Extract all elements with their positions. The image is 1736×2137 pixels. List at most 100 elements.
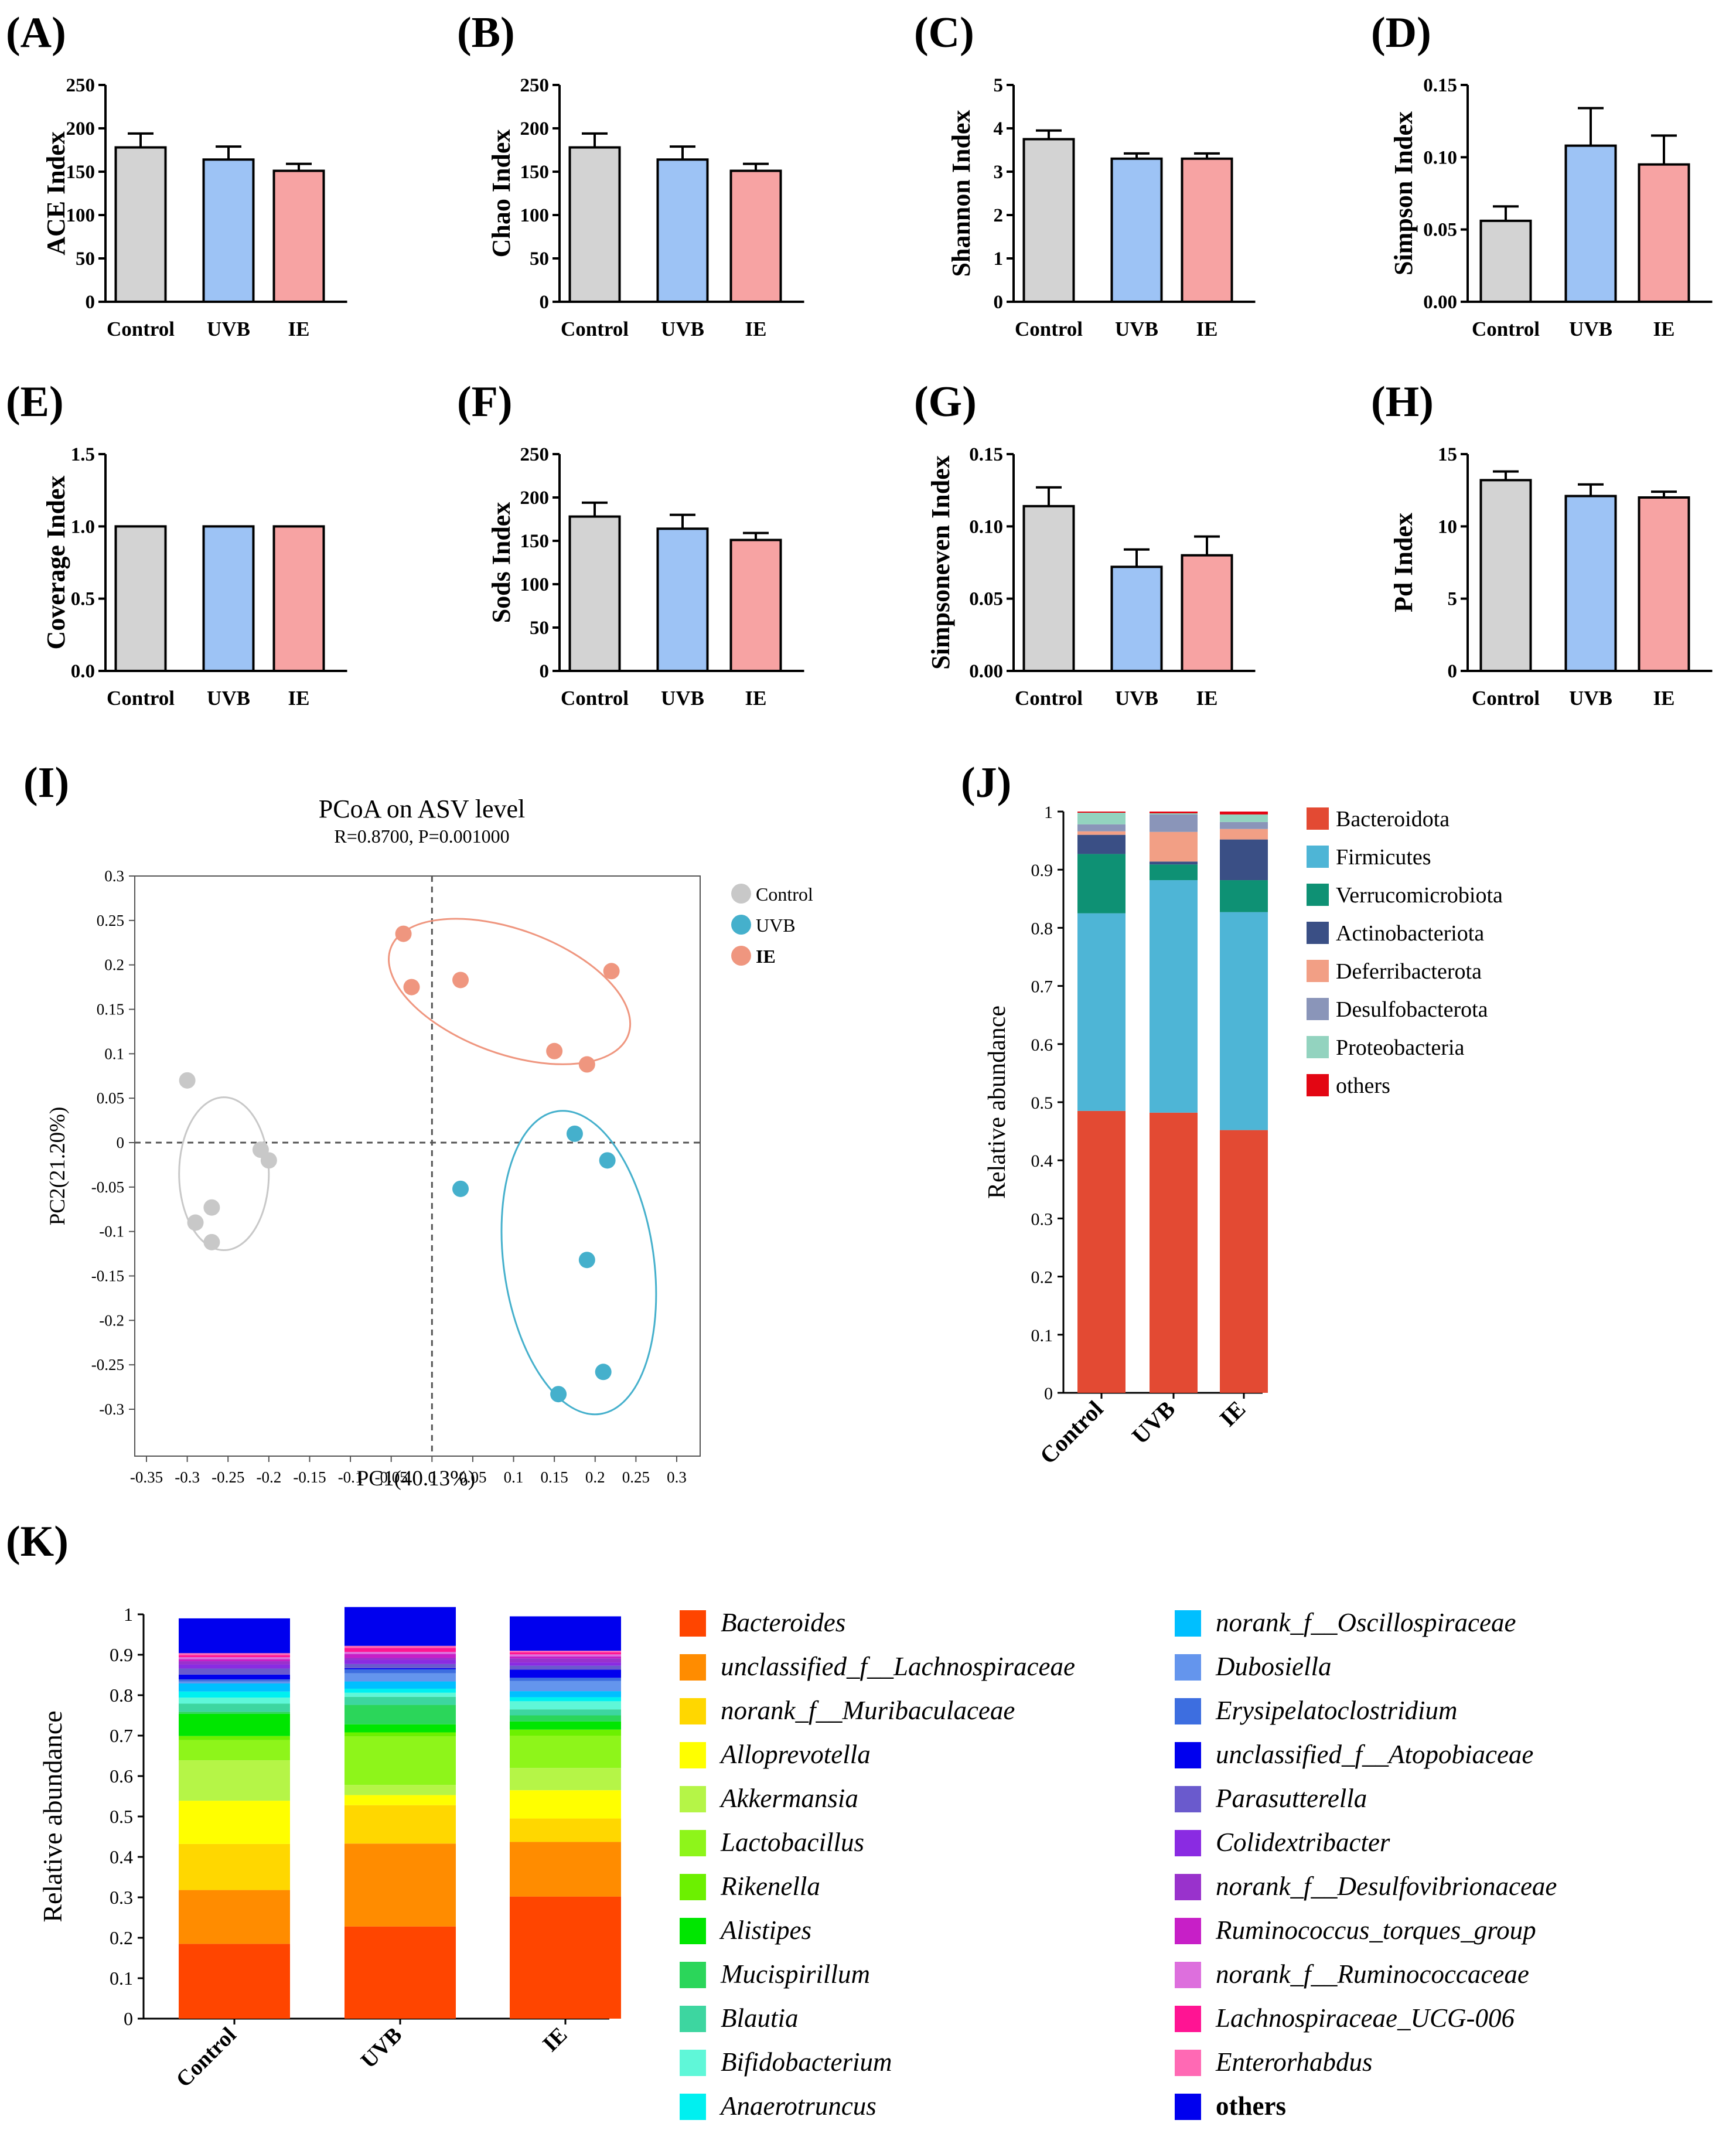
x-tick-label: IE xyxy=(538,2023,572,2057)
y-tick-label: 50 xyxy=(530,618,549,639)
segment-others xyxy=(1077,812,1125,813)
panel-label: (D) xyxy=(1371,9,1431,57)
x-tick-label: 0.25 xyxy=(622,1468,650,1486)
legend-swatch xyxy=(1307,1074,1329,1096)
panel-label: (H) xyxy=(1371,378,1434,426)
segment-norank-f-ruminococcaceae xyxy=(345,1652,456,1654)
x-tick-label: Control xyxy=(561,687,629,710)
x-tick-label: IE xyxy=(1653,687,1675,710)
segment-verrucomicrobiota xyxy=(1220,880,1268,912)
pcoa-chart: (I) PCoA on ASV level R=0.8700, P=0.001000… xyxy=(23,759,813,1491)
x-tick-label: IE xyxy=(288,318,310,340)
legend-marker xyxy=(731,884,751,904)
y-tick-label: 0.8 xyxy=(1031,919,1053,938)
y-tick-label: 1 xyxy=(1044,803,1053,822)
point-uvb xyxy=(595,1364,612,1381)
legend-label: others xyxy=(1336,1073,1390,1098)
x-tick-label: UVB xyxy=(1569,687,1612,710)
segment-actinobacteriota xyxy=(1150,861,1198,865)
x-tick-label: 0 xyxy=(428,1468,436,1486)
x-tick-label: Control xyxy=(1472,318,1540,340)
point-ie xyxy=(603,963,620,980)
x-tick-label: UVB xyxy=(1115,687,1158,710)
y-tick-label: 0 xyxy=(1448,661,1458,682)
y-tick-label: 0.4 xyxy=(1031,1151,1053,1171)
segment-blautia xyxy=(179,1703,290,1712)
y-tick-label: 3 xyxy=(994,162,1004,183)
x-tick-label: -0.3 xyxy=(175,1468,200,1486)
x-tick-label: Control xyxy=(1015,318,1083,340)
legend-marker xyxy=(731,915,751,935)
x-tick-label: Control xyxy=(1015,687,1083,710)
legend-label: others xyxy=(1216,2091,1286,2121)
y-tick-label: 0.10 xyxy=(969,516,1003,537)
x-tick-label: UVB xyxy=(661,318,704,340)
segment-parasutterella xyxy=(345,1664,456,1668)
point-uvb xyxy=(550,1386,567,1403)
legend-label: Proteobacteria xyxy=(1336,1035,1465,1060)
y-tick-label: 0.15 xyxy=(1423,75,1457,96)
segment-norank-f-oscillospiraceae xyxy=(345,1681,456,1689)
y-axis-title: Shannon Index xyxy=(947,110,976,277)
x-tick-label: UVB xyxy=(1569,318,1612,340)
segment-bifidobacterium xyxy=(179,1698,290,1704)
y-tick-label: 10 xyxy=(1438,516,1457,537)
point-ie xyxy=(578,1056,595,1073)
y-tick-label: 0 xyxy=(994,292,1004,313)
segment-norank-f-desulfovibrionaceae xyxy=(179,1661,290,1665)
legend-label: norank_f__Muribaculaceae xyxy=(721,1696,1015,1725)
y-tick-label: 250 xyxy=(520,444,550,465)
x-tick-label: UVB xyxy=(1127,1396,1181,1450)
legend-swatch xyxy=(1175,1918,1201,1944)
x-tick-label: Control xyxy=(172,2023,241,2092)
x-tick-label: IE xyxy=(1196,687,1218,710)
y-tick-label: 0.9 xyxy=(110,1644,133,1665)
x-tick-label: -0.35 xyxy=(130,1468,163,1486)
x-tick-label: IE xyxy=(1215,1396,1251,1432)
y-tick-label: 50 xyxy=(530,248,549,270)
y-tick-label: -0.2 xyxy=(99,1311,124,1329)
segment-ruminococcus-torques-group xyxy=(510,1656,621,1659)
y-tick-label: 0.2 xyxy=(104,956,124,974)
x-tick-label: -0.2 xyxy=(256,1468,281,1486)
legend-swatch xyxy=(1307,1036,1329,1058)
segment-akkermansia xyxy=(510,1768,621,1791)
legend-label: Desulfobacterota xyxy=(1336,997,1488,1022)
bar-ie xyxy=(1181,554,1233,673)
y-tick-label: 0.00 xyxy=(969,661,1003,682)
bar-control xyxy=(568,146,621,303)
x-tick-label: -0.05 xyxy=(375,1468,408,1486)
y-tick-label: 150 xyxy=(66,162,96,183)
segment-ruminococcus-torques-group xyxy=(179,1659,290,1662)
y-tick-label: 0.2 xyxy=(1031,1268,1053,1287)
y-tick-label: 0.6 xyxy=(1031,1035,1053,1055)
bar-control xyxy=(1022,138,1075,303)
y-tick-label: 0.8 xyxy=(110,1685,133,1706)
y-tick-label: 50 xyxy=(76,248,95,270)
y-tick-label: 0.5 xyxy=(110,1806,133,1827)
ellipse-ie xyxy=(388,918,632,1065)
legend-label: Blautia xyxy=(721,2003,799,2033)
y-axis-title: Pd Index xyxy=(1389,513,1418,612)
legend-label: Parasutterella xyxy=(1215,1784,1367,1813)
point-uvb xyxy=(452,1180,469,1197)
segment-unclassified-f-atopobiaceae xyxy=(345,1668,456,1669)
bar-uvb xyxy=(656,527,709,673)
bar-uvb xyxy=(1564,144,1617,303)
segment-parasutterella xyxy=(510,1665,621,1670)
x-tick-label: -0.25 xyxy=(212,1468,244,1486)
bar-control xyxy=(568,515,621,672)
y-tick-label: 0.3 xyxy=(110,1887,133,1908)
legend-label: Firmicutes xyxy=(1336,845,1431,870)
legend-label: Control xyxy=(756,884,813,905)
x-tick-label: UVB xyxy=(356,2023,407,2073)
segment-norank-f-desulfovibrionaceae xyxy=(345,1658,456,1660)
legend-swatch xyxy=(1175,2094,1201,2120)
x-axis-title: PC1(40.13%) xyxy=(357,1467,475,1491)
y-tick-label: -0.05 xyxy=(91,1178,124,1196)
x-tick-label: Control xyxy=(107,687,175,710)
y-tick-label: 2 xyxy=(994,205,1004,226)
legend-label: Mucispirillum xyxy=(720,1959,870,1989)
y-tick-label: 0.7 xyxy=(110,1725,133,1746)
